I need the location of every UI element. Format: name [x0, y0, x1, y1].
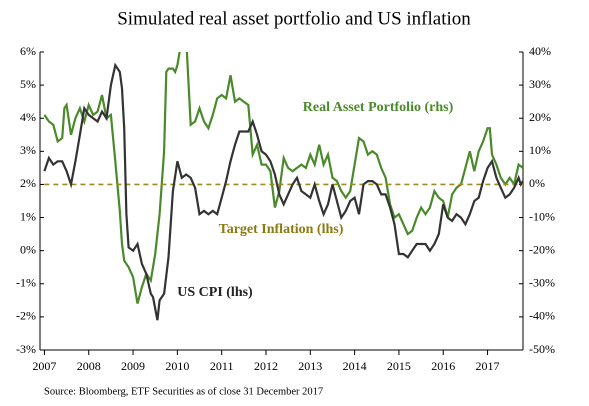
y-tick-label: 6%	[20, 44, 36, 58]
x-tick-label: 2014	[343, 359, 367, 373]
y2-tick-label: 40%	[529, 44, 551, 58]
series-line	[43, 52, 523, 304]
y2-tick-label: 0%	[529, 176, 545, 190]
x-tick-label: 2016	[431, 359, 455, 373]
x-tick-label: 2008	[77, 359, 101, 373]
y-tick-label: 3%	[20, 143, 36, 157]
y-tick-label: 2%	[20, 176, 36, 190]
source: Source: Bloomberg, ETF Securities as of …	[44, 386, 323, 397]
y2-tick-label: -20%	[529, 242, 555, 256]
series-line	[43, 62, 523, 321]
y2-tick-label: -40%	[529, 309, 555, 323]
y2-tick-label: -10%	[529, 209, 555, 223]
x-tick-label: 2015	[387, 359, 411, 373]
y2-tick-label: 20%	[529, 110, 551, 124]
x-tick-label: 2011	[210, 359, 234, 373]
x-tick-label: 2013	[298, 359, 322, 373]
y-tick-label: -1%	[16, 276, 36, 290]
y-tick-label: 0%	[20, 242, 36, 256]
y-tick-label: -3%	[16, 342, 36, 356]
y-tick-label: 4%	[20, 110, 36, 124]
y-tick-label: 1%	[20, 209, 36, 223]
series-label: Real Asset Portfolio (rhs)	[303, 100, 454, 115]
x-tick-label: 2012	[254, 359, 278, 373]
x-tick-label: 2007	[32, 359, 56, 373]
chart-title: Simulated real asset portfolio and US in…	[117, 8, 471, 29]
y-tick-label: -2%	[16, 309, 36, 323]
y2-tick-label: 10%	[529, 143, 551, 157]
y2-tick-label: -30%	[529, 276, 555, 290]
y-tick-label: 5%	[20, 77, 36, 91]
x-tick-label: 2010	[165, 359, 189, 373]
y2-tick-label: -50%	[529, 342, 555, 356]
series-label: US CPI (lhs)	[177, 285, 253, 300]
x-tick-label: 2017	[476, 359, 500, 373]
y2-tick-label: 30%	[529, 77, 551, 91]
series-label: Target Inflation (lhs)	[219, 222, 344, 237]
x-tick-label: 2009	[121, 359, 145, 373]
